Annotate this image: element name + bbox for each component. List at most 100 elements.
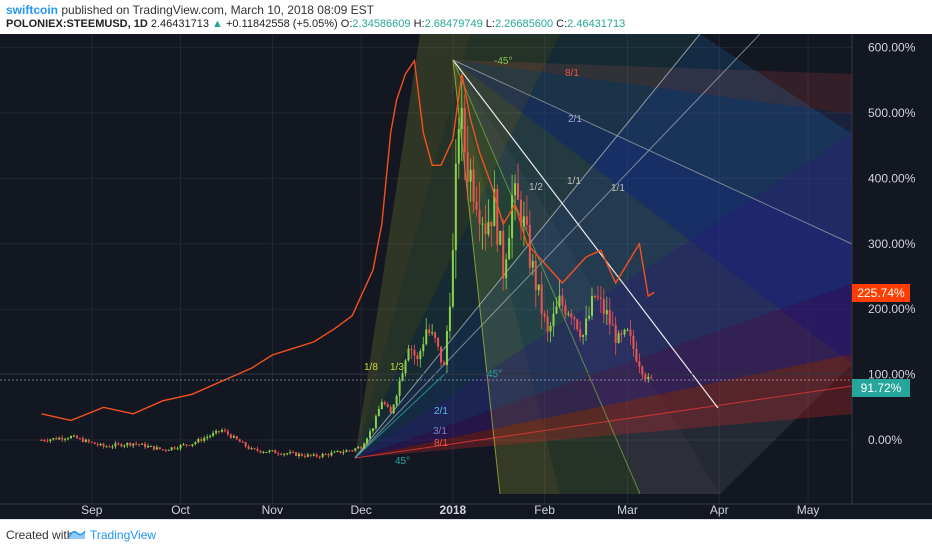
author-link[interactable]: swiftcoin — [6, 3, 59, 17]
candle-body — [614, 324, 617, 343]
svg-text:45°: 45° — [395, 456, 410, 467]
price-axis[interactable]: 600.00% 500.00% 400.00% 300.00% 200.00% 100.0… — [868, 41, 916, 447]
candle-body — [203, 438, 206, 441]
candle-body — [188, 445, 191, 447]
candle-body — [40, 440, 43, 441]
candle-body — [123, 445, 126, 447]
candle-body — [135, 443, 138, 445]
candle-body — [271, 450, 274, 452]
candle-body — [64, 438, 67, 440]
x-tick-label[interactable]: Dec — [350, 503, 371, 517]
overlay-badge: 225.74% — [852, 284, 910, 302]
candle-body — [401, 373, 404, 381]
candle-body — [102, 443, 105, 447]
candle-body — [235, 436, 238, 440]
candle-body — [52, 438, 55, 440]
high-label: H: — [413, 18, 425, 30]
candle-body — [514, 183, 517, 196]
high-value: 2.68479749 — [424, 18, 483, 30]
candle-body — [141, 443, 144, 445]
candle-body — [149, 445, 152, 447]
candle-body — [451, 250, 454, 307]
tradingview-link[interactable]: TradingView — [90, 528, 157, 542]
candle-body — [78, 438, 81, 440]
candle-body — [463, 107, 466, 153]
candle-body — [158, 447, 161, 450]
candle-body — [540, 284, 543, 314]
candle-body — [519, 199, 522, 227]
candle-body — [280, 453, 283, 455]
x-tick-label[interactable]: Feb — [534, 503, 555, 517]
candle-body — [434, 332, 437, 338]
candle-body — [522, 216, 525, 227]
candle-body — [428, 329, 431, 334]
candle-body — [398, 380, 401, 396]
svg-text:45°: 45° — [487, 369, 502, 380]
candle-body — [576, 319, 579, 330]
close-label: C: — [556, 18, 568, 30]
candle-body — [223, 429, 226, 432]
x-tick-label[interactable]: Mar — [617, 503, 638, 517]
candle-body — [46, 440, 49, 442]
y-tick-label: 0.00% — [868, 433, 902, 447]
candle-body — [537, 284, 540, 291]
candle-body — [454, 163, 457, 251]
ohlc-line: POLONIEX:STEEMUSD, 1D 2.46431713 ▲ +0.11… — [6, 18, 625, 30]
candle-body — [496, 188, 499, 245]
y-tick-label: 200.00% — [868, 302, 916, 316]
x-tick-label[interactable]: May — [797, 503, 820, 517]
candle-body — [99, 443, 102, 446]
candle-body — [75, 435, 78, 439]
last-price: 2.46431713 — [150, 18, 209, 30]
main-badge-text: 91.72% — [861, 381, 902, 395]
candle-body — [96, 444, 99, 446]
x-tick-label[interactable]: Sep — [81, 503, 103, 517]
x-tick-label[interactable]: Nov — [262, 503, 283, 517]
candle-body — [608, 310, 611, 325]
candle-body — [611, 324, 614, 326]
candle-body — [531, 260, 534, 268]
x-tick-label[interactable]: Apr — [710, 503, 729, 517]
candle-body — [315, 454, 318, 457]
candle-body — [274, 450, 277, 454]
candle-body — [303, 455, 306, 457]
candle-body — [292, 452, 295, 454]
candle-body — [508, 237, 511, 260]
candle-body — [499, 230, 502, 245]
price-chart[interactable]: -45° 8/1 2/1 1/1 1/1 1/2 45° 2/1 3/1 8/1… — [0, 34, 932, 519]
candle-body — [354, 448, 357, 451]
candle-body — [152, 445, 155, 450]
candle-body — [61, 437, 64, 440]
candle-body — [487, 221, 490, 235]
candle-body — [185, 444, 188, 446]
x-tick-label[interactable]: 2018 — [440, 503, 467, 517]
candle-body — [552, 313, 555, 326]
candle-body — [593, 296, 596, 298]
candle-body — [466, 152, 469, 182]
candle-body — [638, 361, 641, 367]
candle-body — [437, 337, 440, 347]
series-lines — [41, 58, 655, 422]
candle-body — [129, 442, 132, 446]
candle-body — [623, 329, 626, 335]
candle-body — [419, 351, 422, 360]
svg-text:1/3: 1/3 — [390, 362, 404, 373]
candle-body — [268, 450, 271, 452]
candle-body — [176, 448, 179, 450]
candle-body — [348, 450, 351, 452]
x-tick-label[interactable]: Oct — [171, 503, 190, 517]
candle-body — [549, 325, 552, 332]
candle-body — [182, 444, 185, 446]
candle-body — [579, 329, 582, 337]
candle-body — [87, 439, 90, 442]
price-axis-background — [852, 34, 932, 519]
candle-body — [297, 453, 300, 457]
candle-body — [339, 451, 342, 453]
publish-line: swiftcoin published on TradingView.com, … — [6, 3, 374, 17]
close-value: 2.46431713 — [567, 18, 626, 30]
candle-body — [114, 443, 117, 447]
svg-text:8/1: 8/1 — [565, 68, 579, 79]
time-axis[interactable]: Sep Oct Nov Dec 2018 Feb Mar Apr May — [81, 503, 819, 517]
y-tick-label: 500.00% — [868, 106, 916, 120]
candle-body — [209, 435, 212, 437]
